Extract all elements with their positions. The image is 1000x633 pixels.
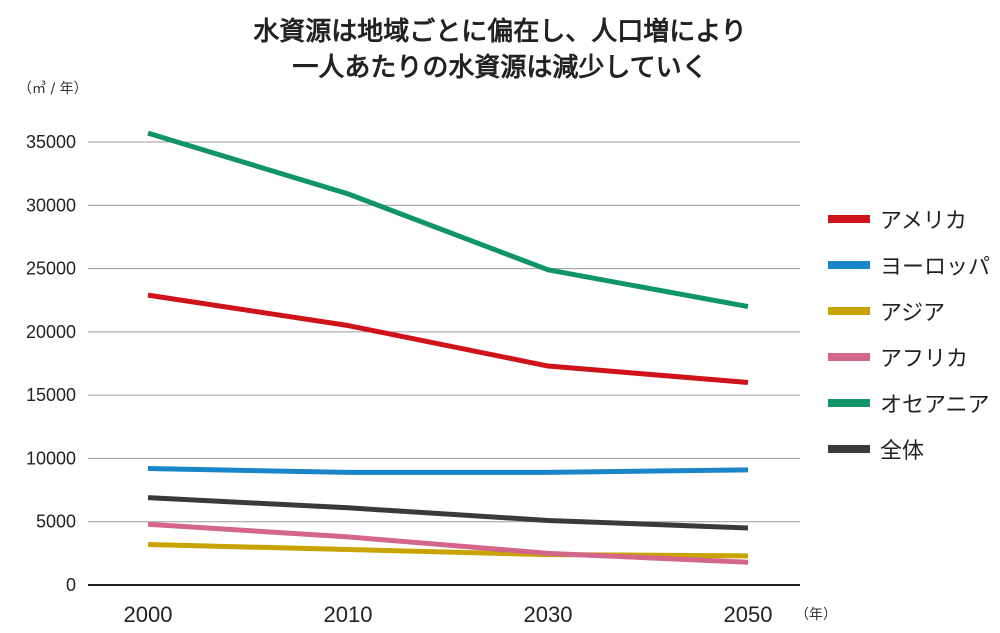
y-axis-ticks: 0 5000 10000 15000 20000 25000 30000 35000 [26, 132, 76, 595]
chart-title: 水資源は地域ごとに偏在し、人口増により 一人あたりの水資源は減少していく [0, 14, 1000, 86]
y-tick-label: 10000 [26, 448, 76, 468]
series-line-4 [147, 130, 749, 310]
legend-swatch [828, 215, 870, 223]
y-tick-label: 15000 [26, 385, 76, 405]
series-lines [147, 130, 749, 565]
legend-item: アジア [828, 288, 990, 334]
legend-swatch [828, 399, 870, 407]
gridlines [88, 141, 800, 523]
legend-label: オセアニア [880, 393, 990, 418]
legend-swatch [828, 261, 870, 269]
series-line-2 [147, 541, 749, 559]
y-tick-label: 5000 [36, 512, 76, 532]
legend: アメリカヨーロッパアジアアフリカオセアニア全体 [828, 196, 990, 472]
x-axis-unit: （年） [795, 607, 837, 623]
x-tick-label: 2030 [524, 602, 573, 627]
y-tick-label: 30000 [26, 195, 76, 215]
y-tick-label: 20000 [26, 322, 76, 342]
series-line-1 [147, 466, 749, 475]
legend-item: ヨーロッパ [828, 242, 990, 288]
series-line-5 [147, 495, 749, 531]
legend-label: アフリカ [880, 347, 969, 372]
legend-label: アジア [880, 301, 946, 326]
x-tick-label: 2010 [324, 602, 373, 627]
y-axis-unit: （㎥ / 年） [18, 81, 88, 97]
legend-swatch [828, 445, 870, 453]
legend-label: アメリカ [880, 209, 967, 234]
y-tick-label: 35000 [26, 132, 76, 152]
chart-title-line-2: 一人あたりの水資源は減少していく [292, 53, 708, 83]
x-tick-label: 2000 [124, 602, 173, 627]
legend-label: ヨーロッパ [880, 255, 991, 280]
legend-item: アフリカ [828, 334, 990, 380]
x-tick-label: 2050 [724, 602, 773, 627]
legend-item: オセアニア [828, 380, 990, 426]
legend-item: アメリカ [828, 196, 990, 242]
y-tick-label: 0 [66, 575, 76, 595]
legend-swatch [828, 353, 870, 361]
legend-swatch [828, 307, 870, 315]
series-line-0 [147, 292, 749, 385]
y-tick-label: 25000 [26, 259, 76, 279]
x-axis-ticks: 2000 2010 2030 2050 [124, 602, 773, 627]
legend-item: 全体 [828, 426, 990, 472]
legend-label: 全体 [880, 439, 925, 464]
series-line-3 [147, 521, 749, 565]
chart-title-line-1: 水資源は地域ごとに偏在し、人口増により [253, 17, 747, 47]
